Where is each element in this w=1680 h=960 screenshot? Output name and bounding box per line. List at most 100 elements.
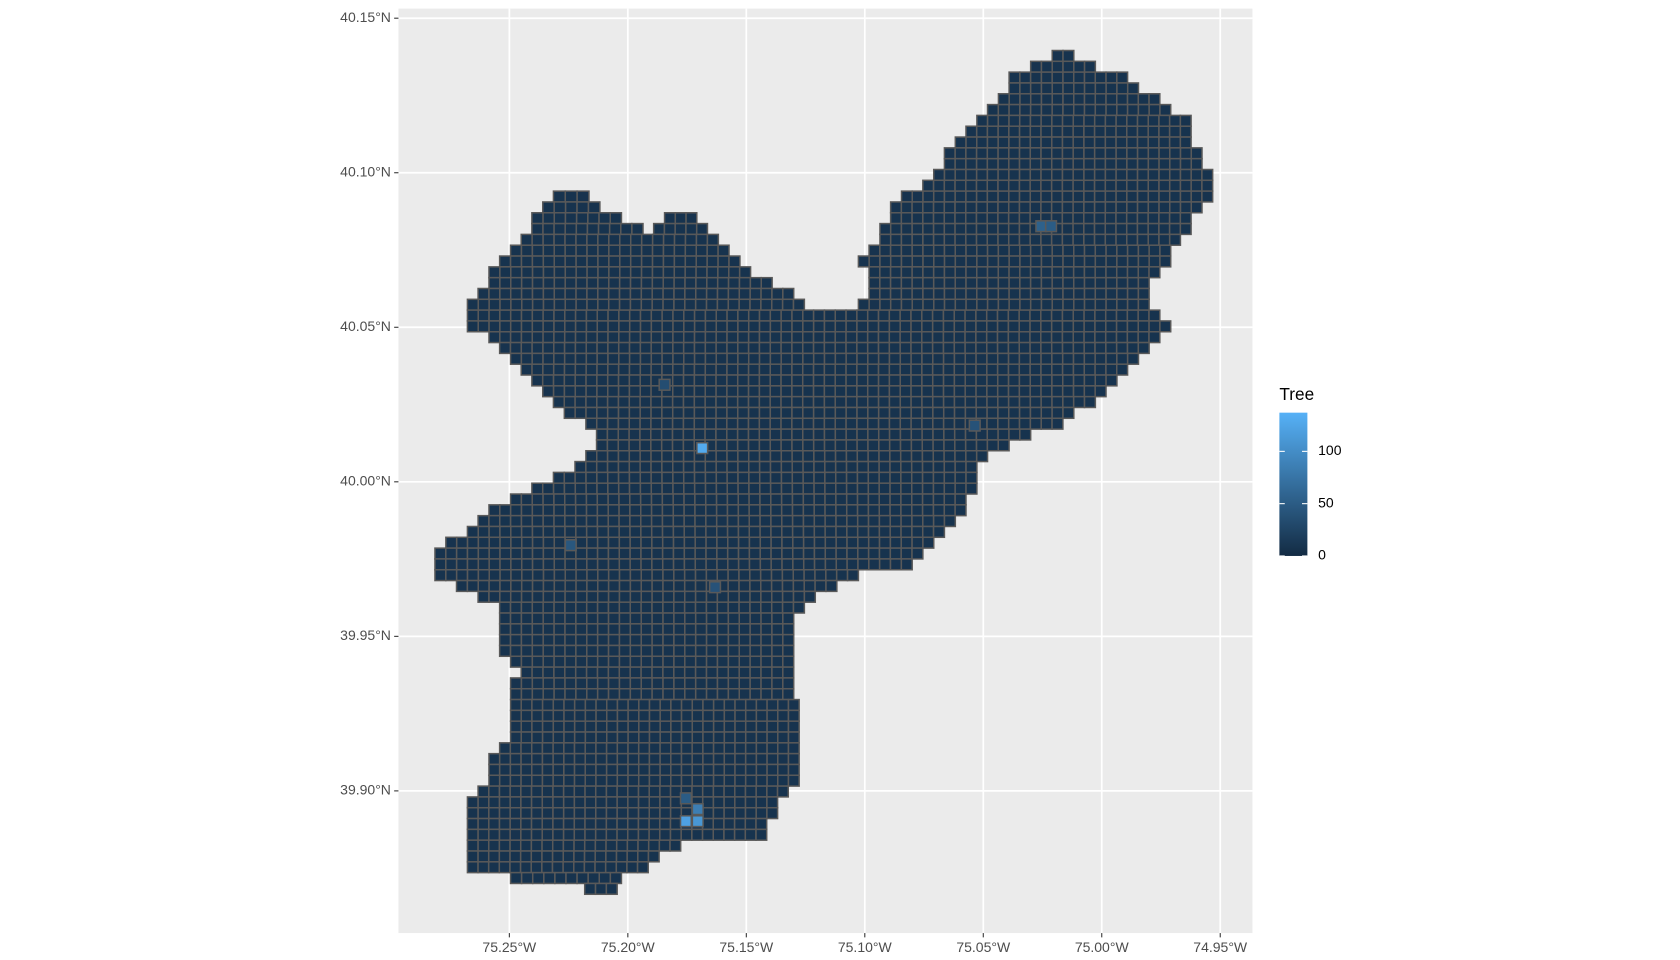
grid-cell	[866, 320, 880, 333]
grid-cell	[629, 255, 643, 268]
grid-cell	[587, 201, 601, 214]
grid-cell	[596, 320, 609, 333]
grid-cell	[510, 276, 523, 290]
grid-cell	[899, 320, 912, 333]
grid-cell	[575, 644, 588, 658]
grid-cell	[716, 525, 729, 539]
grid-cell	[965, 201, 978, 214]
grid-cell	[986, 439, 1000, 452]
grid-cell	[553, 547, 566, 560]
grid-cell	[618, 601, 631, 614]
grid-cell	[813, 482, 826, 495]
grid-cell	[911, 233, 924, 246]
grid-cell	[727, 276, 741, 290]
grid-cell	[965, 298, 978, 311]
grid-cell	[975, 406, 988, 420]
grid-cell	[608, 244, 621, 257]
grid-cell	[965, 460, 978, 474]
grid-cell	[1008, 103, 1021, 117]
grid-cell	[1179, 201, 1193, 214]
grid-cell	[682, 471, 696, 484]
grid-cell	[1116, 103, 1129, 117]
grid-cell	[636, 861, 649, 874]
grid-cell	[477, 839, 490, 852]
grid-cell	[651, 568, 664, 582]
grid-cell	[1093, 233, 1107, 246]
grid-cell	[760, 590, 773, 603]
grid-cell	[682, 374, 696, 387]
grid-cell	[509, 742, 522, 755]
grid-cell	[727, 568, 740, 582]
grid-cell	[1083, 82, 1097, 95]
grid-cell	[628, 352, 642, 365]
grid-cell	[662, 568, 675, 582]
grid-cell	[1040, 417, 1053, 430]
grid-cell	[661, 514, 675, 528]
grid-cell	[584, 698, 597, 712]
grid-cell	[899, 374, 912, 387]
grid-cell	[755, 742, 768, 755]
grid-cell	[1094, 255, 1107, 268]
grid-cell	[1040, 201, 1053, 214]
grid-cell	[758, 363, 772, 376]
grid-cell	[563, 774, 576, 787]
grid-cell	[835, 514, 848, 528]
grid-cell	[760, 623, 773, 636]
grid-cell	[846, 558, 859, 571]
grid-cell	[541, 731, 555, 744]
grid-cell	[1061, 136, 1074, 149]
grid-cell	[1083, 266, 1096, 279]
grid-cell	[760, 687, 773, 701]
grid-cell	[637, 763, 651, 777]
grid-cell	[781, 579, 795, 593]
grid-cell	[552, 385, 566, 398]
grid-cell	[787, 698, 800, 712]
grid-cell	[1072, 266, 1086, 279]
grid-cell	[499, 525, 512, 539]
grid-cell	[682, 450, 696, 463]
grid-cell	[954, 222, 967, 236]
highlight-cell	[696, 441, 709, 455]
grid-cell	[586, 655, 599, 668]
grid-cell	[845, 460, 859, 474]
grid-cell	[596, 331, 609, 344]
grid-cell	[1072, 363, 1086, 376]
grid-cell	[704, 395, 717, 409]
grid-cell	[900, 514, 913, 528]
grid-cell	[766, 698, 779, 712]
grid-cell	[748, 558, 762, 571]
grid-cell	[766, 796, 779, 809]
grid-cell	[1147, 222, 1160, 236]
grid-cell	[617, 374, 631, 387]
grid-cell	[976, 114, 989, 127]
grid-cell	[691, 720, 704, 733]
grid-cell	[787, 774, 800, 787]
grid-cell	[1061, 363, 1075, 376]
grid-cell	[1083, 114, 1096, 127]
grid-cell	[931, 374, 945, 387]
grid-cell	[899, 439, 913, 452]
grid-cell	[1104, 190, 1117, 203]
grid-cell	[727, 601, 740, 614]
grid-cell	[647, 839, 661, 852]
grid-cell	[1116, 244, 1129, 257]
grid-cell	[531, 212, 544, 225]
grid-cell	[723, 720, 736, 733]
grid-cell	[943, 493, 956, 506]
grid-cell	[932, 493, 946, 506]
grid-cell	[1093, 157, 1107, 171]
grid-cell	[640, 558, 653, 571]
grid-cell	[737, 547, 751, 560]
grid-cell	[1105, 93, 1118, 106]
grid-cell	[670, 752, 683, 766]
grid-cell	[728, 255, 741, 268]
grid-cell	[932, 287, 946, 301]
grid-cell	[695, 222, 709, 236]
grid-cell	[553, 244, 566, 257]
grid-cell	[629, 525, 642, 539]
grid-cell	[932, 179, 946, 192]
grid-cell	[629, 579, 642, 593]
grid-cell	[466, 309, 479, 322]
grid-cell	[531, 309, 544, 322]
grid-cell	[671, 439, 685, 452]
